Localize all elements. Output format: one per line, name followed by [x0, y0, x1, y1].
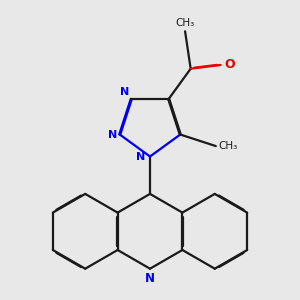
Text: N: N	[145, 272, 155, 285]
Text: N: N	[136, 152, 146, 161]
Text: CH₃: CH₃	[176, 18, 195, 28]
Text: N: N	[120, 87, 129, 97]
Text: N: N	[107, 130, 117, 140]
Text: O: O	[224, 58, 235, 71]
Text: CH₃: CH₃	[219, 141, 238, 151]
